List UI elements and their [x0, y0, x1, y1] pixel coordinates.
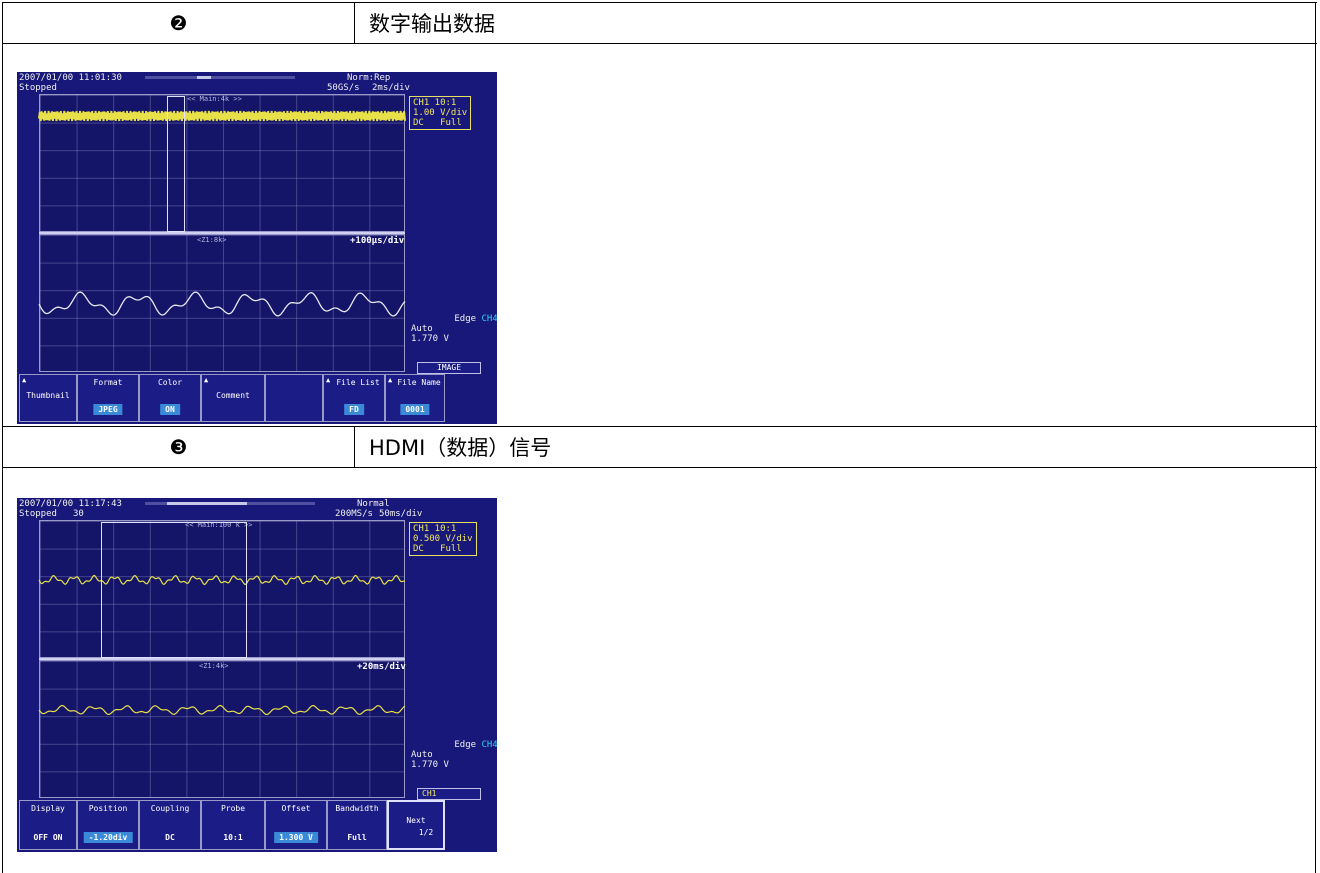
section-number: ❸	[3, 427, 355, 467]
softkey-position[interactable]: Position -1.20div	[77, 800, 139, 850]
main-trace	[38, 110, 406, 122]
softkey-next[interactable]: Next 1/2	[387, 800, 445, 850]
softkey-menu: ▲ Thumbnail Format JPEG Color ON ▲ Comment ▲…	[19, 374, 445, 422]
channel-info: CH1 10:1 0.500 V/div DC Full	[409, 522, 477, 556]
section-title: HDMI（数据）信号	[369, 436, 552, 460]
trigger-source: CH4	[481, 314, 497, 324]
trigger-mode: Normal	[357, 499, 390, 509]
timebase: 50ms/div	[379, 509, 423, 519]
bandwidth-value: Full	[342, 832, 372, 843]
trigger-mode-auto: Auto	[411, 324, 433, 334]
softkey-color[interactable]: Color ON	[139, 374, 201, 422]
trigger-info: Edge CH4 ⨍ Auto 1.770 V	[411, 730, 497, 770]
zoom-window-grid	[39, 660, 405, 798]
oscilloscope-screenshot-2: 2007/01/00 11:17:43 Stopped 30 Normal 20…	[17, 498, 497, 852]
scope-timestamp: 2007/01/00 11:01:30	[19, 73, 122, 83]
up-arrow-icon: ▲	[22, 376, 27, 384]
record-window	[167, 502, 247, 505]
window-divider	[39, 232, 405, 234]
format-value: JPEG	[93, 404, 123, 415]
softkey-format[interactable]: Format JPEG	[77, 374, 139, 422]
softkey-offset[interactable]: Offset 1.300 V	[265, 800, 327, 850]
zoom-trace	[38, 704, 406, 716]
section-title: 数字输出数据	[369, 12, 495, 36]
display-value: OFF ON	[28, 832, 68, 843]
section-body-3: 2007/01/00 11:17:43 Stopped 30 Normal 20…	[3, 468, 1317, 873]
trigger-type: Edge	[454, 314, 477, 324]
softkey-probe[interactable]: Probe 10:1	[201, 800, 265, 850]
softkey-empty[interactable]	[265, 374, 323, 422]
probe-value: 10:1	[218, 832, 248, 843]
section-header-3: ❸ HDMI（数据）信号	[3, 426, 1317, 468]
sample-rate: 50GS/s	[327, 83, 360, 93]
coupling-value: DC	[160, 832, 180, 843]
side-label: CH1	[417, 788, 481, 800]
file-list-value: FD	[344, 404, 364, 415]
side-label: IMAGE	[417, 362, 481, 374]
trigger-level: 1.770 V	[411, 334, 449, 344]
up-arrow-icon: ▲	[326, 376, 331, 384]
softkey-comment[interactable]: ▲ Comment	[201, 374, 265, 422]
offset-value: 1.300 V	[274, 832, 318, 843]
zoom-box	[167, 96, 185, 232]
softkey-file-name[interactable]: ▲ File Name 0001	[385, 374, 445, 422]
trigger-mode: Norm:Rep	[347, 73, 391, 83]
scope-state: Stopped	[19, 509, 57, 519]
file-name-value: 0001	[400, 404, 430, 415]
record-bar	[145, 76, 295, 79]
zoom-trace	[38, 291, 406, 317]
section-header-2: ❷ 数字输出数据	[3, 2, 1317, 44]
trigger-type: Edge	[454, 740, 477, 750]
up-arrow-icon: ▲	[204, 376, 209, 384]
section-number: ❷	[3, 3, 355, 43]
color-value: ON	[160, 404, 180, 415]
zoom-timebase: +20ms/div	[357, 662, 406, 672]
trigger-info: Edge CH4 ⨍ Auto 1.770 V	[411, 304, 497, 344]
zoom-window-label: <Z1:8k>	[197, 236, 227, 244]
softkey-coupling[interactable]: Coupling DC	[139, 800, 201, 850]
softkey-menu: Display OFF ON Position -1.20div Coupling D…	[19, 800, 445, 850]
up-arrow-icon: ▲	[388, 376, 393, 384]
zoom-window-grid	[39, 234, 405, 372]
zoom-window-label: <Z1:4k>	[199, 662, 229, 670]
section-body-2: 2007/01/00 11:01:30 Stopped Norm:Rep 50G…	[3, 44, 1317, 426]
softkey-display[interactable]: Display OFF ON	[19, 800, 77, 850]
main-trace	[38, 574, 406, 586]
record-window	[197, 76, 211, 79]
softkey-file-list[interactable]: ▲ File List FD	[323, 374, 385, 422]
oscilloscope-screenshot-1: 2007/01/00 11:01:30 Stopped Norm:Rep 50G…	[17, 72, 497, 424]
position-value: -1.20div	[83, 832, 133, 843]
acquisition-count: 30	[73, 509, 84, 519]
main-window-label: << Main:4k >>	[187, 95, 242, 103]
sample-rate: 200MS/s	[335, 509, 373, 519]
window-divider	[39, 658, 405, 660]
softkey-thumbnail[interactable]: ▲ Thumbnail	[19, 374, 77, 422]
scope-state: Stopped	[19, 83, 57, 93]
softkey-bandwidth[interactable]: Bandwidth Full	[327, 800, 387, 850]
scope-timestamp: 2007/01/00 11:17:43	[19, 499, 122, 509]
zoom-timebase: +100μs/div	[350, 236, 405, 246]
trigger-source: CH4	[481, 740, 497, 750]
trigger-mode-auto: Auto	[411, 750, 433, 760]
zoom-box	[101, 522, 247, 658]
timebase: 2ms/div	[372, 83, 410, 93]
channel-info: CH1 10:1 1.00 V/div DC Full	[409, 96, 472, 130]
main-window-grid	[39, 520, 405, 658]
main-window-label: << Main:100 k >>	[185, 521, 253, 529]
trigger-level: 1.770 V	[411, 760, 449, 770]
